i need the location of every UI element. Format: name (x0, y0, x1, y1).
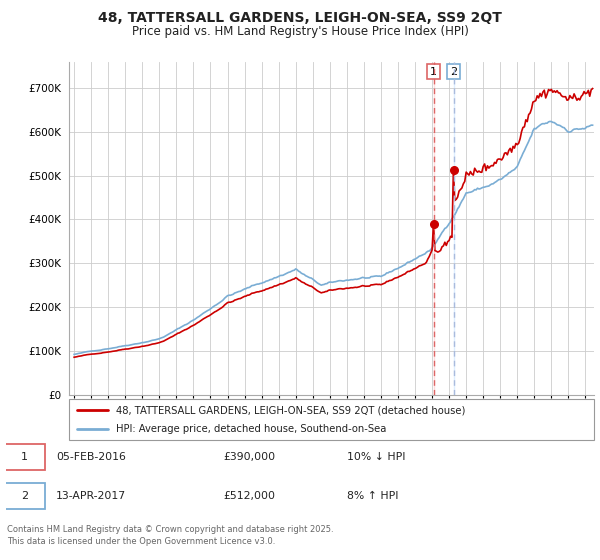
Text: 1: 1 (430, 67, 437, 77)
Text: 10% ↓ HPI: 10% ↓ HPI (347, 452, 406, 462)
Text: 1: 1 (22, 452, 28, 462)
Text: 48, TATTERSALL GARDENS, LEIGH-ON-SEA, SS9 2QT: 48, TATTERSALL GARDENS, LEIGH-ON-SEA, SS… (98, 11, 502, 25)
FancyBboxPatch shape (5, 444, 45, 470)
Text: 2: 2 (450, 67, 457, 77)
Text: 13-APR-2017: 13-APR-2017 (56, 491, 126, 501)
Text: 2: 2 (21, 491, 28, 501)
Text: 05-FEB-2016: 05-FEB-2016 (56, 452, 126, 462)
Text: 48, TATTERSALL GARDENS, LEIGH-ON-SEA, SS9 2QT (detached house): 48, TATTERSALL GARDENS, LEIGH-ON-SEA, SS… (116, 405, 466, 415)
Text: 8% ↑ HPI: 8% ↑ HPI (347, 491, 398, 501)
FancyBboxPatch shape (5, 483, 45, 509)
FancyBboxPatch shape (69, 399, 594, 440)
Text: £512,000: £512,000 (224, 491, 275, 501)
Text: £390,000: £390,000 (224, 452, 275, 462)
Text: HPI: Average price, detached house, Southend-on-Sea: HPI: Average price, detached house, Sout… (116, 424, 386, 433)
Text: Contains HM Land Registry data © Crown copyright and database right 2025.
This d: Contains HM Land Registry data © Crown c… (7, 525, 334, 546)
Text: Price paid vs. HM Land Registry's House Price Index (HPI): Price paid vs. HM Land Registry's House … (131, 25, 469, 38)
